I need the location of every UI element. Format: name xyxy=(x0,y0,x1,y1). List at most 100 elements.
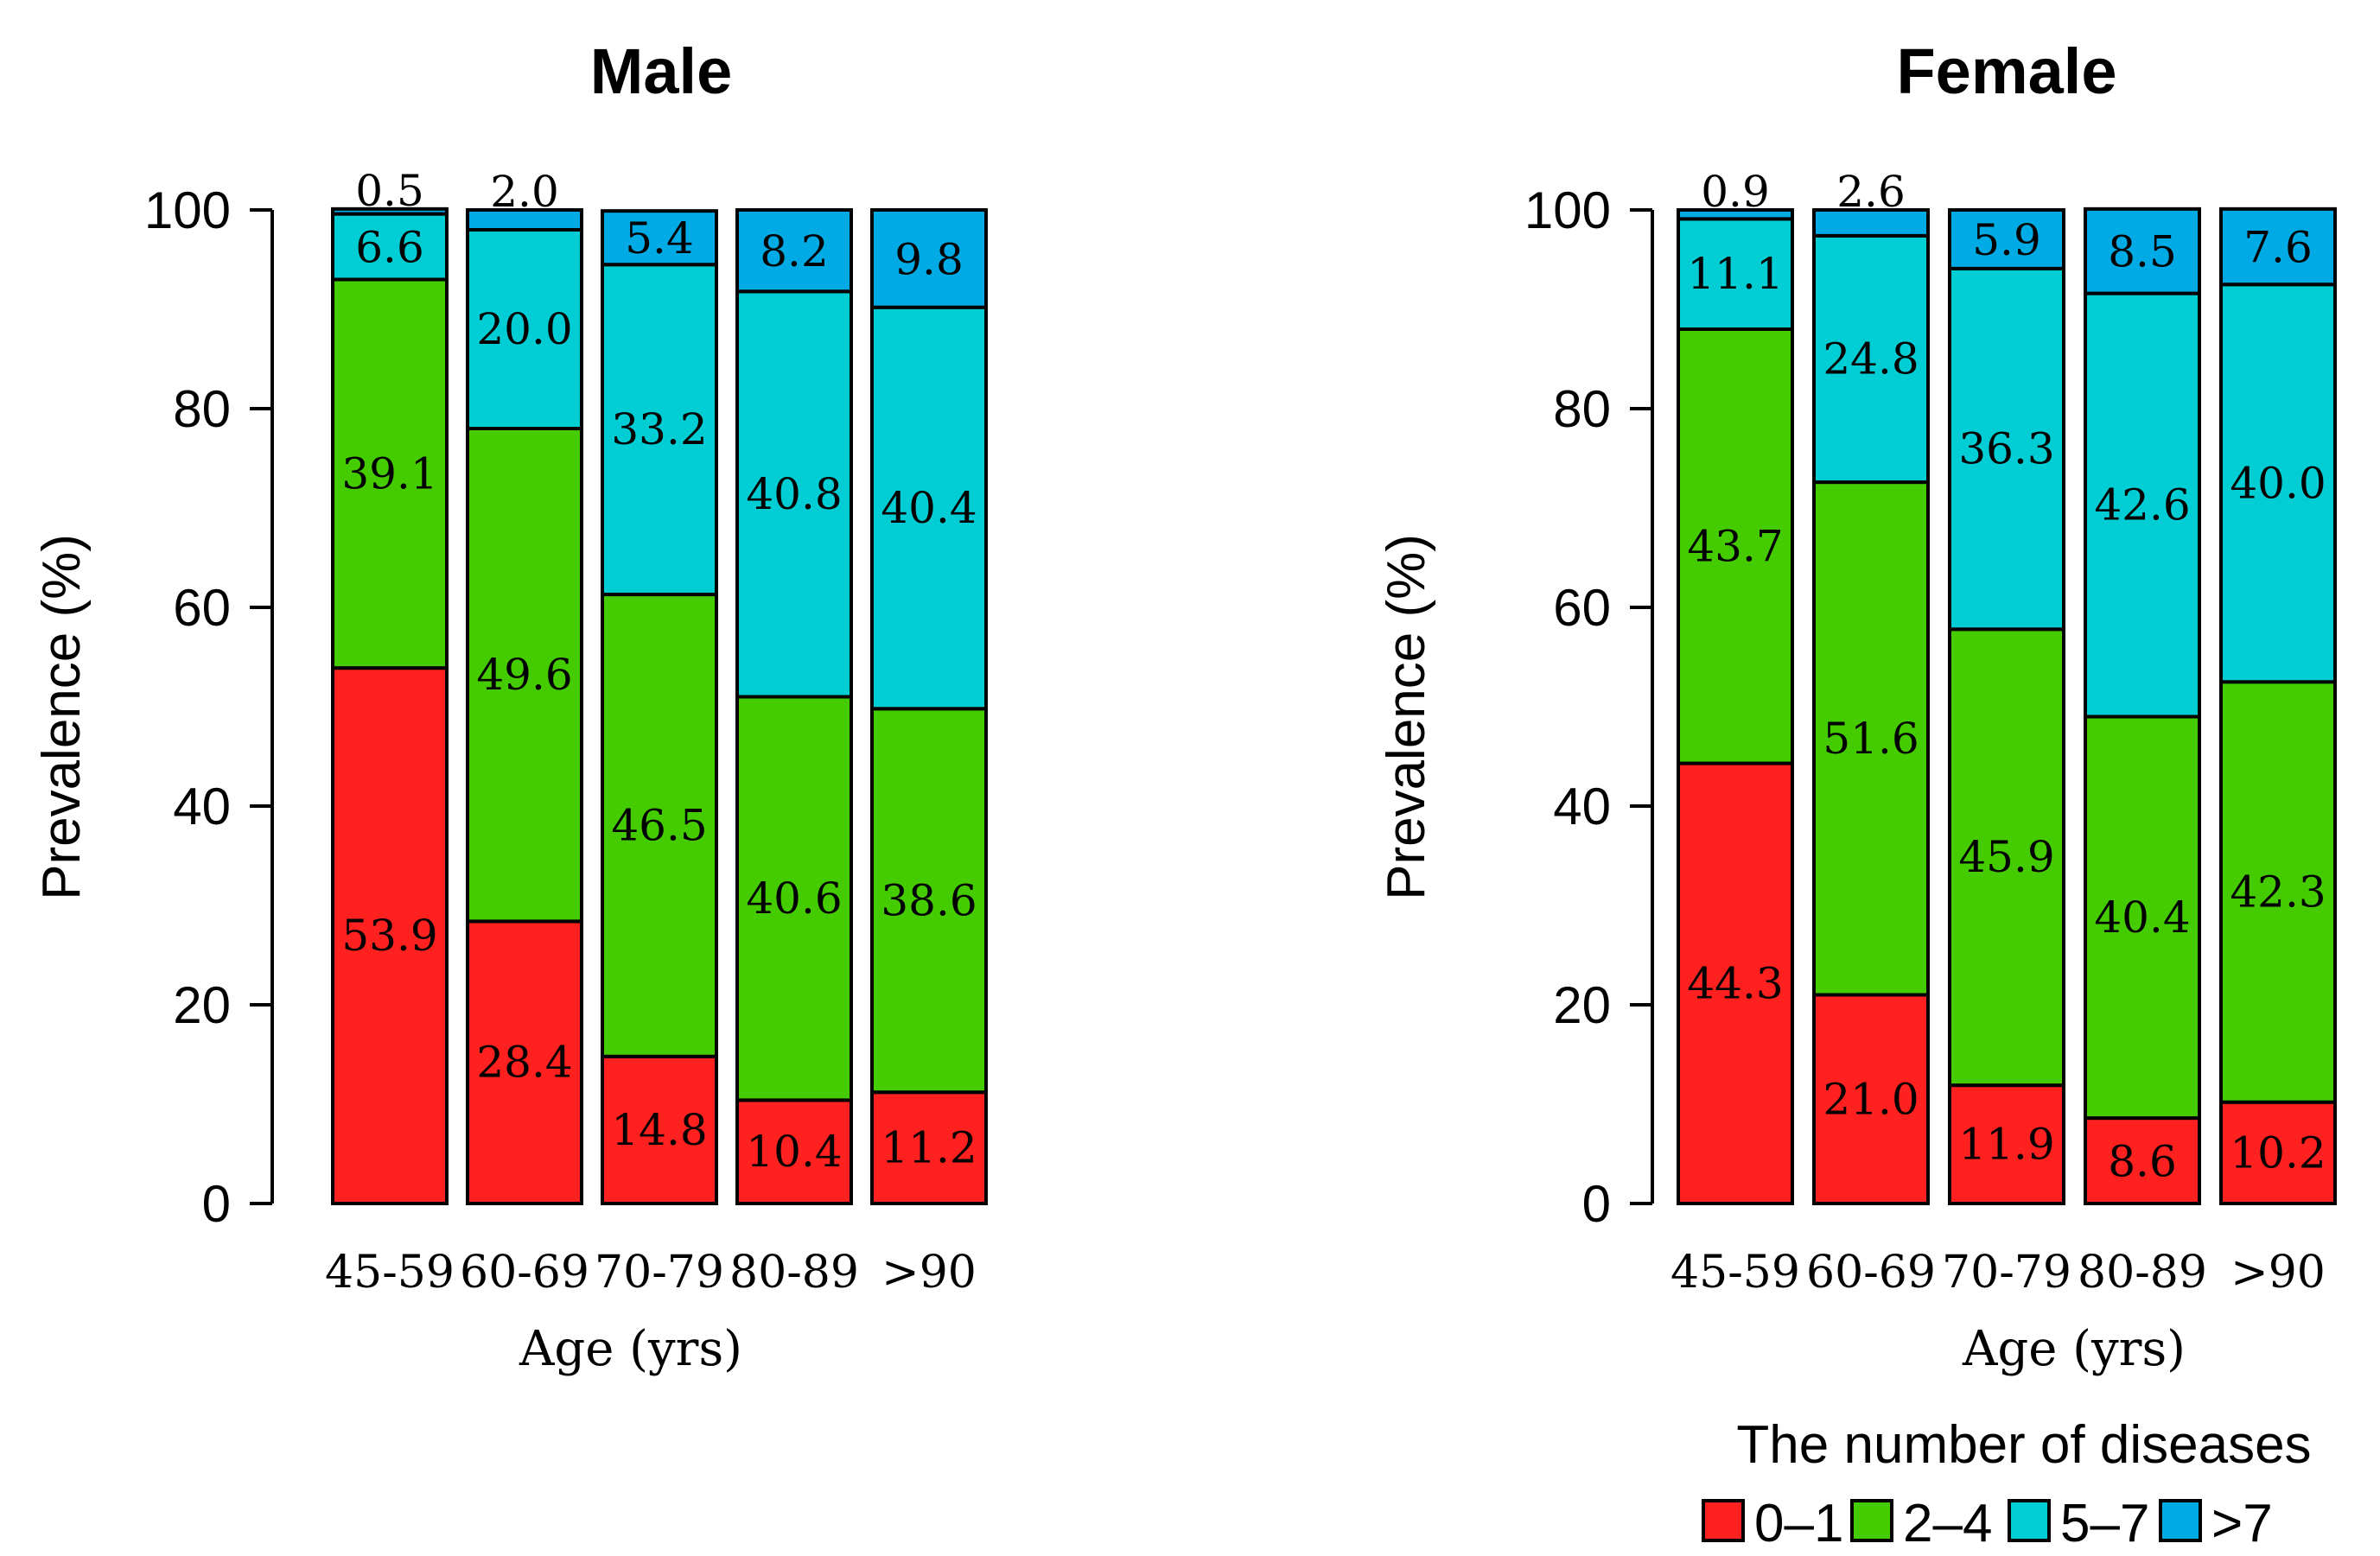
male-y-tick-label: 60 xyxy=(173,579,231,637)
female-data-label: 8.5 xyxy=(2108,227,2177,277)
female-bar-segment xyxy=(2219,283,2337,684)
female-data-label: 45.9 xyxy=(1958,832,2054,882)
female-chart-title: Female xyxy=(1896,35,2116,107)
female-data-label: 8.6 xyxy=(2108,1137,2177,1187)
legend-swatch xyxy=(1702,1499,1745,1542)
female-data-label: 24.8 xyxy=(1823,334,1919,384)
male-data-label: 11.2 xyxy=(881,1123,977,1173)
male-bar-segment xyxy=(466,228,583,430)
male-bar-segment xyxy=(735,1098,853,1206)
legend-label: 5–7 xyxy=(2060,1494,2149,1553)
female-data-label: 36.3 xyxy=(1958,424,2054,474)
male-x-tick-label: 60-69 xyxy=(460,1247,589,1299)
male-x-tick-label: 70-79 xyxy=(595,1247,724,1299)
female-x-tick-label: 45-59 xyxy=(1670,1247,1800,1299)
male-data-label: 39.1 xyxy=(341,448,437,499)
male-y-tick-label: 80 xyxy=(173,380,231,438)
female-data-label: 7.6 xyxy=(2243,223,2313,273)
male-bar-segment xyxy=(466,427,583,924)
male-y-axis-label: Prevalence (%) xyxy=(32,534,92,900)
female-data-label: 42.3 xyxy=(2230,867,2326,917)
male-y-tick-label: 40 xyxy=(173,778,231,835)
male-data-label: 38.6 xyxy=(881,875,977,925)
male-y-tick-label: 20 xyxy=(173,976,231,1034)
male-data-label: 40.8 xyxy=(746,469,842,519)
female-y-tick-label: 20 xyxy=(1553,976,1611,1034)
female-x-tick-label: 70-79 xyxy=(1942,1247,2071,1299)
female-bar-segment xyxy=(2219,680,2337,1104)
male-bar-segment xyxy=(735,289,853,699)
male-bar-segment xyxy=(601,263,718,597)
legend-label: >7 xyxy=(2211,1494,2273,1553)
female-bar-segment xyxy=(1948,266,2065,632)
female-data-label: 43.7 xyxy=(1687,521,1783,571)
female-bar-segment xyxy=(1677,217,1794,332)
male-bar-segment xyxy=(735,208,853,294)
female-data-label: 11.1 xyxy=(1687,249,1783,299)
legend-swatch xyxy=(2159,1499,2202,1542)
male-data-label: 5.4 xyxy=(625,213,694,264)
male-data-label: 46.5 xyxy=(611,800,707,850)
male-data-label: 40.6 xyxy=(746,873,842,924)
male-data-label: 40.4 xyxy=(881,483,977,533)
legend-swatch xyxy=(1850,1499,1893,1542)
female-bar-segment xyxy=(1948,208,2065,270)
female-y-axis-label: Prevalence (%) xyxy=(1377,534,1436,900)
male-data-label: 0.5 xyxy=(355,166,424,216)
female-data-label: 51.6 xyxy=(1823,714,1919,764)
male-data-label: 28.4 xyxy=(476,1038,572,1088)
female-bar-segment xyxy=(1677,327,1794,765)
female-data-label: 0.9 xyxy=(1701,167,1770,217)
female-data-label: 40.0 xyxy=(2230,458,2326,508)
male-panel: Male Prevalence (%) Age (yrs) 0 20 40 60 80 1… xyxy=(32,35,988,1377)
male-y-tick-label: 100 xyxy=(144,181,231,239)
female-bar-segment xyxy=(2084,714,2201,1121)
male-bar-segment xyxy=(870,208,988,309)
female-bar-segment xyxy=(1812,208,1930,238)
male-data-label: 53.9 xyxy=(341,911,437,961)
male-data-label: 8.2 xyxy=(760,226,829,276)
female-data-label: 21.0 xyxy=(1823,1074,1919,1124)
female-data-label: 40.4 xyxy=(2094,892,2190,943)
male-bar-segment xyxy=(331,206,449,216)
female-data-label: 11.9 xyxy=(1958,1120,2054,1170)
female-bar-segment xyxy=(2219,1100,2337,1205)
male-bar-segment xyxy=(601,209,718,267)
female-panel: Female Prevalence (%) Age (yrs) 0 20 40 60 8… xyxy=(1377,35,2337,1377)
male-bar-segment xyxy=(331,666,449,1205)
legend-title: The number of diseases xyxy=(1736,1415,2311,1475)
male-bar-segment xyxy=(466,208,583,232)
male-chart-title: Male xyxy=(590,35,733,107)
male-bar-segment xyxy=(870,305,988,711)
female-x-tick-label: 60-69 xyxy=(1806,1247,1936,1299)
male-plot-area: 0 20 40 60 80 100 53.9 39.1 6.6 0.5 45-59 28.4 49.6 2… xyxy=(144,166,988,1299)
male-x-tick-label: >90 xyxy=(881,1247,977,1299)
male-bar-segment xyxy=(601,1054,718,1206)
female-x-axis-label: Age (yrs) xyxy=(1962,1321,2186,1377)
male-data-label: 10.4 xyxy=(746,1127,842,1177)
male-x-axis-label: Age (yrs) xyxy=(519,1321,742,1377)
female-bar-segment xyxy=(1812,233,1930,485)
male-bar-segment xyxy=(331,277,449,670)
female-y-tick-label: 80 xyxy=(1553,380,1611,438)
male-data-label: 9.8 xyxy=(894,234,964,284)
female-y-tick-label: 0 xyxy=(1582,1175,1611,1233)
female-bar-segment xyxy=(1812,993,1930,1205)
male-bar-segment xyxy=(870,707,988,1095)
male-bar-segment xyxy=(331,212,449,282)
female-data-label: 10.2 xyxy=(2230,1127,2326,1178)
male-data-label: 49.6 xyxy=(476,650,572,700)
female-bar-segment xyxy=(1948,627,2065,1088)
male-data-label: 14.8 xyxy=(611,1105,707,1155)
female-x-tick-label: 80-89 xyxy=(2078,1247,2207,1299)
male-data-label: 6.6 xyxy=(355,223,424,273)
legend-label: 0–1 xyxy=(1754,1494,1843,1553)
male-data-label: 2.0 xyxy=(490,167,559,217)
female-data-label: 44.3 xyxy=(1687,958,1783,1008)
male-x-tick-label: 45-59 xyxy=(325,1247,455,1299)
female-plot-area: 0 20 40 60 80 100 44.3 43.7 11.1 0.9 45-59 21.0 51.6… xyxy=(1524,167,2337,1299)
male-bar-segment xyxy=(735,695,853,1102)
male-x-tick-label: 80-89 xyxy=(729,1247,859,1299)
legend: The number of diseases 0–1 2–4 5–7 >7 xyxy=(1702,1415,2312,1553)
